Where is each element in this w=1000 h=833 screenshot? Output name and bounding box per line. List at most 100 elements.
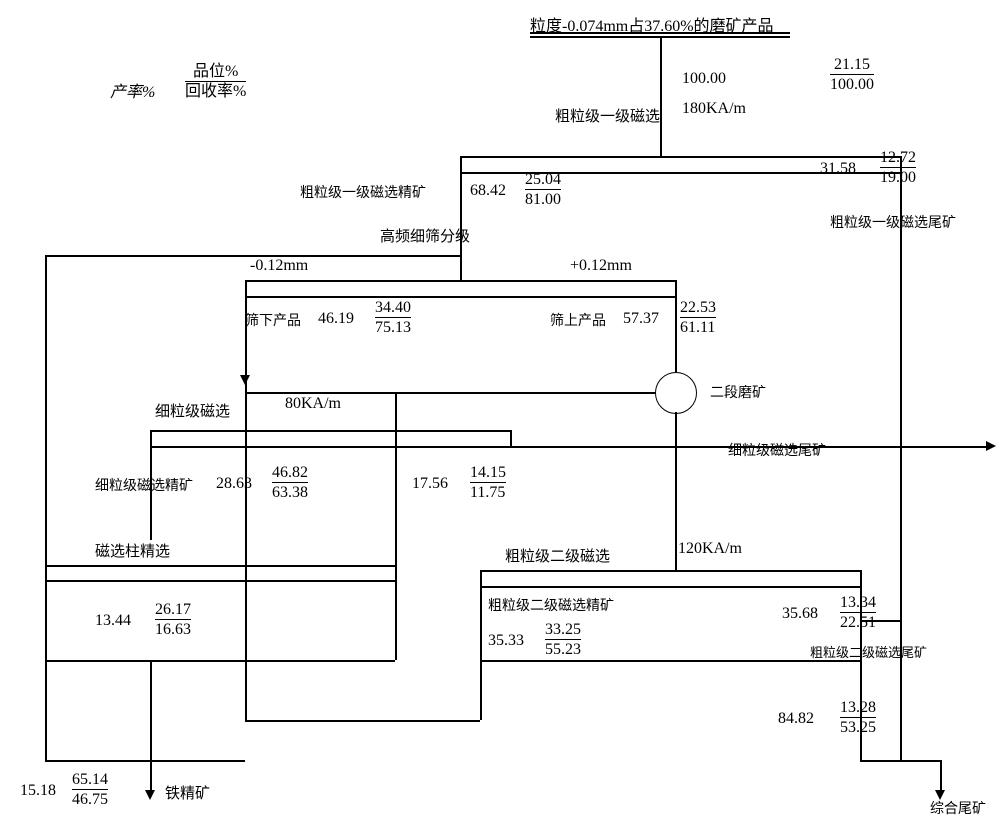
final-conc-rec: 46.75 [72, 789, 108, 809]
c2-conc-label: 粗粒级二级磁选精矿 [488, 595, 614, 615]
column-label: 磁选柱精选 [95, 540, 170, 561]
s1-tail-yield: 31.58 [820, 160, 856, 178]
col-bot [45, 660, 395, 662]
fine-conc-label: 细粒级磁选精矿 [95, 475, 193, 495]
under-rec: 75.13 [375, 317, 411, 337]
feed-frac: 21.15 100.00 [830, 55, 874, 94]
s1-tail-line [900, 172, 902, 760]
c2-conc-rec: 55.23 [545, 639, 581, 659]
final-tail-grade: 13.28 [840, 698, 876, 717]
over-rec: 61.11 [680, 317, 716, 337]
fine-conc-rec: 63.38 [272, 482, 308, 502]
final-tail-yield: 84.82 [778, 710, 814, 728]
fine-bot [150, 446, 510, 448]
c2-tail-rec: 22.51 [840, 612, 876, 632]
col-right [395, 565, 397, 660]
coarse2-label: 粗粒级二级磁选 [505, 545, 610, 566]
ft-arrow [986, 441, 996, 451]
c2-conc-yield: 35.33 [488, 632, 524, 650]
stage1-label: 粗粒级一级磁选 [555, 105, 660, 126]
fine-label: 细粒级磁选 [155, 400, 230, 421]
tail-merge-v [860, 660, 862, 760]
final-conc-frac: 65.14 46.75 [72, 770, 108, 809]
under-frac: 34.40 75.13 [375, 298, 411, 337]
fine-tail-label: 细粒级磁选尾矿 [728, 440, 826, 460]
fine-tail-yield: 17.56 [412, 475, 448, 493]
c2-tail-yield: 35.68 [782, 605, 818, 623]
feed-grade: 21.15 [834, 55, 870, 74]
c2-conc-grade: 33.25 [545, 620, 581, 639]
under-yield: 46.19 [318, 310, 354, 328]
c2-tail-grade: 13.34 [840, 593, 876, 612]
final-tail-rec: 53.25 [840, 717, 876, 737]
c2-tail-h [860, 620, 900, 622]
s1-tail-rec: 19.00 [880, 167, 916, 187]
final-tail-label: 综合尾矿 [930, 798, 986, 818]
fine-top [150, 430, 510, 432]
s1-conc-rec: 81.00 [525, 189, 561, 209]
fine-conc-grade: 46.82 [272, 463, 308, 482]
c2-conc-across [245, 720, 480, 722]
over-grade: 22.53 [680, 298, 716, 317]
s1-conc-yield: 68.42 [470, 182, 506, 200]
conc-left-down [45, 660, 47, 760]
final-conc-label: 铁精矿 [165, 782, 210, 803]
conc-merge [45, 760, 245, 762]
c2-conc-frac: 33.25 55.23 [545, 620, 581, 659]
legend-frac: 品位% 回收率% [185, 62, 246, 101]
tail-merge [860, 760, 940, 762]
under-line [245, 296, 247, 380]
feed-yield: 100.00 [682, 70, 726, 88]
merge-up [245, 380, 247, 720]
s1-tail-frac: 12.72 19.00 [880, 148, 916, 187]
s1-conc-label: 粗粒级一级磁选精矿 [300, 182, 426, 202]
feed-recovery: 100.00 [830, 74, 874, 94]
feed-line [660, 36, 662, 156]
legend-recovery: 回收率% [185, 81, 246, 101]
c2-tail-frac: 13.34 22.51 [840, 593, 876, 632]
s1-conc-grade: 25.04 [525, 170, 561, 189]
mid-up [395, 392, 397, 565]
coarse2-in [675, 412, 677, 570]
col-mid-rec: 16.63 [155, 619, 191, 639]
c2-mid [480, 586, 860, 588]
legend-grade: 品位% [193, 62, 238, 81]
col-conc-line [150, 660, 152, 790]
stage1-left [460, 156, 462, 172]
tail-down [940, 760, 942, 792]
col-tail-up [45, 255, 47, 565]
s1-tail-grade: 12.72 [880, 148, 916, 167]
under-grade: 34.40 [375, 298, 411, 317]
over-label: 筛上产品 [550, 310, 606, 330]
final-conc-yield: 15.18 [20, 782, 56, 800]
fine-left [150, 430, 152, 446]
regrind-circle [655, 372, 697, 414]
fine-conc-yield: 28.63 [216, 475, 252, 493]
c2-bot [480, 660, 860, 662]
flowchart: { "title": "粒度-0.074mm占37.60%的磨矿产品", "le… [0, 0, 1000, 833]
col-tail-across [45, 255, 460, 257]
col-conc-arrow [145, 790, 155, 800]
col-mid-yield: 13.44 [95, 612, 131, 630]
s1-tail-label: 粗粒级一级磁选尾矿 [830, 212, 956, 232]
screen-over-cut: +0.12mm [570, 257, 632, 275]
col-mid-grade: 26.17 [155, 600, 191, 619]
over-frac: 22.53 61.11 [680, 298, 716, 337]
fine-tail-grade: 14.15 [470, 463, 506, 482]
final-tail-frac: 13.28 53.25 [840, 698, 876, 737]
fine-tail-rec: 11.75 [470, 482, 506, 502]
coarse2-field: 120KA/m [678, 540, 742, 558]
fine-field: 80KA/m [285, 395, 341, 413]
c2-conc-down [480, 660, 482, 720]
stage1-top [460, 156, 900, 158]
feed-field: 180KA/m [682, 100, 746, 118]
over-line [675, 296, 677, 372]
fine-right [510, 430, 512, 446]
col-mid-frac: 26.17 16.63 [155, 600, 191, 639]
screen-under-cut: -0.12mm [250, 257, 308, 275]
screen-bot [245, 296, 675, 298]
over-yield: 57.37 [623, 310, 659, 328]
col-mid [45, 580, 395, 582]
c2-left [480, 570, 482, 660]
fine-conc-frac: 46.82 63.38 [272, 463, 308, 502]
